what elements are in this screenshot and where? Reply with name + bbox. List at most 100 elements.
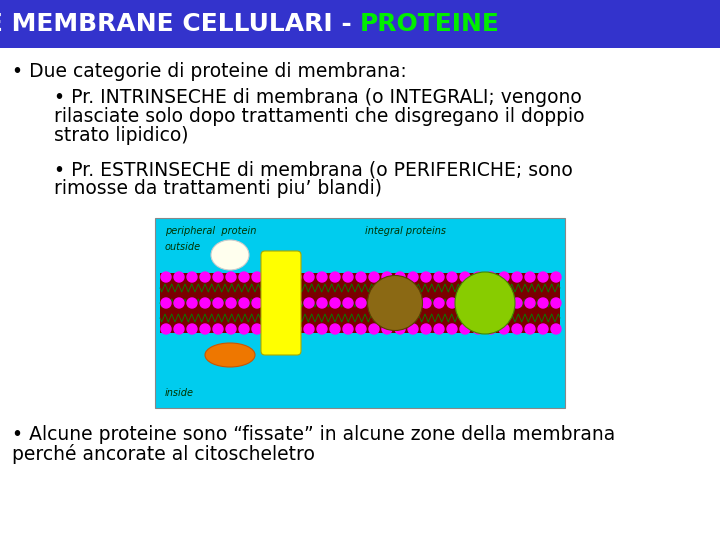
Circle shape [538,272,548,282]
Circle shape [356,298,366,308]
Ellipse shape [455,272,515,334]
Circle shape [369,324,379,334]
Text: peripheral  protein: peripheral protein [165,226,256,236]
Circle shape [356,272,366,282]
Circle shape [278,272,288,282]
Circle shape [551,298,561,308]
Circle shape [486,298,496,308]
Circle shape [525,324,535,334]
Circle shape [369,298,379,308]
Circle shape [421,324,431,334]
Circle shape [187,324,197,334]
Text: strato lipidico): strato lipidico) [30,126,189,145]
Text: • Pr. INTRINSECHE di membrana (o INTEGRALI; vengono: • Pr. INTRINSECHE di membrana (o INTEGRA… [30,88,582,107]
Circle shape [551,272,561,282]
Ellipse shape [205,343,255,367]
Circle shape [460,324,470,334]
Text: • Alcune proteine sono “fissate” in alcune zone della membrana: • Alcune proteine sono “fissate” in alcu… [12,425,616,444]
Circle shape [278,324,288,334]
Circle shape [525,298,535,308]
Circle shape [330,272,340,282]
Circle shape [460,298,470,308]
Circle shape [291,298,301,308]
Bar [155,218,565,408]
Circle shape [460,272,470,282]
Circle shape [551,324,561,334]
Circle shape [213,298,223,308]
Circle shape [343,298,353,308]
Circle shape [473,298,483,308]
Circle shape [161,324,171,334]
Circle shape [395,298,405,308]
Circle shape [265,298,275,308]
Circle shape [538,298,548,308]
Text: outside: outside [165,242,201,252]
Circle shape [499,272,509,282]
Circle shape [161,298,171,308]
Circle shape [174,324,184,334]
Circle shape [512,324,522,334]
Circle shape [434,298,444,308]
Circle shape [226,272,236,282]
Circle shape [499,324,509,334]
Circle shape [382,298,392,308]
Bar [0,0,720,48]
Text: perché ancorate al citoscheletro: perché ancorate al citoscheletro [12,444,315,464]
FancyBboxPatch shape [261,251,301,355]
Circle shape [317,298,327,308]
Circle shape [265,324,275,334]
Text: • Pr. ESTRINSECHE di membrana (o PERIFERICHE; sono: • Pr. ESTRINSECHE di membrana (o PERIFER… [30,160,572,179]
Circle shape [434,272,444,282]
Circle shape [330,324,340,334]
Circle shape [226,324,236,334]
Circle shape [369,272,379,282]
Text: PROTEINE: PROTEINE [360,12,500,36]
Circle shape [538,324,548,334]
Ellipse shape [367,275,423,330]
Circle shape [239,272,249,282]
Circle shape [174,298,184,308]
Circle shape [252,272,262,282]
Circle shape [382,272,392,282]
Circle shape [447,272,457,282]
Circle shape [343,324,353,334]
Circle shape [265,272,275,282]
Circle shape [174,272,184,282]
Circle shape [187,298,197,308]
Circle shape [291,272,301,282]
Circle shape [187,272,197,282]
Circle shape [291,324,301,334]
Circle shape [356,324,366,334]
Circle shape [161,272,171,282]
Circle shape [200,324,210,334]
Text: inside: inside [165,388,194,398]
Circle shape [200,272,210,282]
Circle shape [447,298,457,308]
Circle shape [499,298,509,308]
Circle shape [330,298,340,308]
Circle shape [278,298,288,308]
Circle shape [304,298,314,308]
Circle shape [213,324,223,334]
Circle shape [512,298,522,308]
Text: • Due categorie di proteine di membrana:: • Due categorie di proteine di membrana: [12,62,407,81]
Circle shape [317,324,327,334]
Circle shape [239,324,249,334]
Circle shape [434,324,444,334]
Circle shape [421,298,431,308]
Text: integral proteins: integral proteins [365,226,446,236]
Circle shape [473,324,483,334]
Text: LE MEMBRANE CELLULARI -: LE MEMBRANE CELLULARI - [0,12,360,36]
Circle shape [317,272,327,282]
Circle shape [304,272,314,282]
Circle shape [486,324,496,334]
Circle shape [213,272,223,282]
Circle shape [252,324,262,334]
Circle shape [421,272,431,282]
Circle shape [447,324,457,334]
Circle shape [395,324,405,334]
Circle shape [343,272,353,282]
Text: rimosse da trattamenti piu’ blandi): rimosse da trattamenti piu’ blandi) [30,179,382,198]
Circle shape [408,324,418,334]
Text: rilasciate solo dopo trattamenti che disgregano il doppio: rilasciate solo dopo trattamenti che dis… [30,107,585,126]
